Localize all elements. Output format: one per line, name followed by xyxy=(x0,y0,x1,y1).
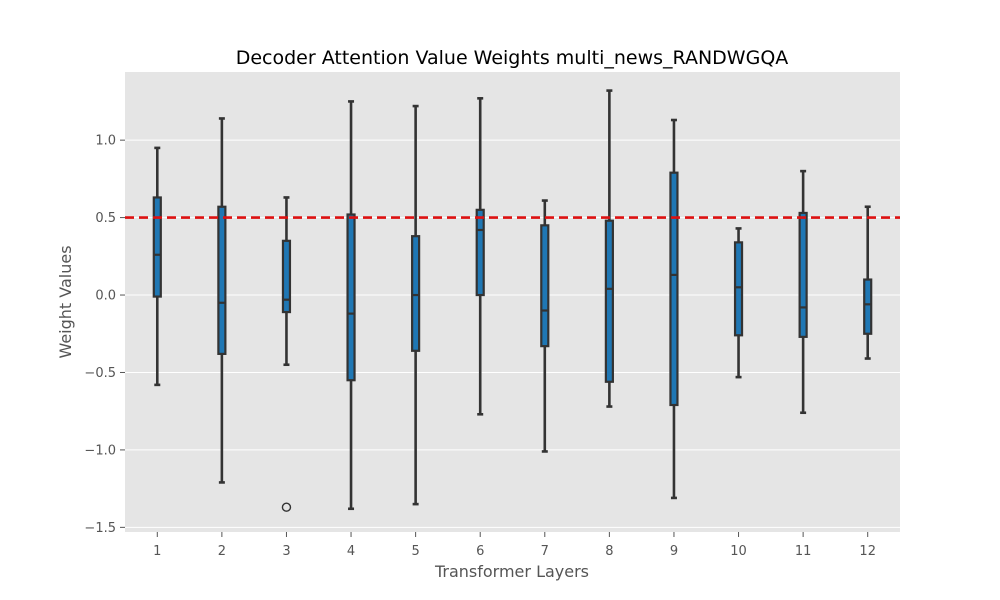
iqr-box xyxy=(604,219,614,383)
x-tick-label: 4 xyxy=(347,544,355,559)
box-layer-4 xyxy=(346,100,356,511)
box-layer-6 xyxy=(475,97,485,416)
x-tick-label: 1 xyxy=(153,544,161,559)
x-tick-label: 7 xyxy=(541,544,549,559)
x-axis-label: Transformer Layers xyxy=(434,562,589,581)
box-layer-9 xyxy=(669,118,679,500)
x-ticks: 1 2 3 4 5 6 7 8 9 10 11 12 xyxy=(153,532,876,559)
box-layer xyxy=(152,89,873,512)
plot-area xyxy=(125,72,900,532)
y-tick-label: 0.0 xyxy=(95,289,116,304)
box-layer-2 xyxy=(217,117,227,484)
iqr-box xyxy=(281,239,292,314)
iqr-box xyxy=(863,278,873,335)
y-axis-label: Weight Values xyxy=(56,245,75,358)
iqr-box xyxy=(411,235,421,352)
iqr-box xyxy=(540,224,550,348)
box-layer-3 xyxy=(281,196,292,512)
iqr-box xyxy=(798,211,808,338)
x-tick-label: 2 xyxy=(218,544,226,559)
x-tick-label: 11 xyxy=(795,544,812,559)
box-layer-11 xyxy=(798,169,808,415)
x-tick-label: 9 xyxy=(670,544,678,559)
x-tick-label: 5 xyxy=(411,544,419,559)
box-layer-1 xyxy=(152,146,162,387)
y-tick-label: 0.5 xyxy=(95,211,116,226)
y-tick-label: −1.0 xyxy=(84,443,116,458)
iqr-box xyxy=(669,171,679,407)
y-ticks: −1.5 −1.0 −0.5 0.0 0.5 1.0 xyxy=(84,134,125,536)
outlier-point xyxy=(281,502,292,512)
box-layer-5 xyxy=(411,104,421,506)
x-tick-label: 3 xyxy=(282,544,290,559)
iqr-box xyxy=(152,196,162,298)
iqr-box xyxy=(475,208,485,297)
iqr-box xyxy=(346,213,356,382)
y-tick-label: −0.5 xyxy=(84,366,116,381)
x-tick-label: 6 xyxy=(476,544,484,559)
box-layer-8 xyxy=(604,89,614,408)
x-tick-label: 12 xyxy=(859,544,876,559)
box-layer-7 xyxy=(540,199,550,453)
box-layer-10 xyxy=(733,227,744,379)
chart-title: Decoder Attention Value Weights multi_ne… xyxy=(236,47,789,69)
iqr-box xyxy=(733,241,744,337)
x-tick-label: 10 xyxy=(730,544,747,559)
iqr-box xyxy=(217,205,227,355)
x-tick-label: 8 xyxy=(605,544,613,559)
y-tick-label: −1.5 xyxy=(84,521,116,536)
y-tick-label: 1.0 xyxy=(95,134,116,149)
